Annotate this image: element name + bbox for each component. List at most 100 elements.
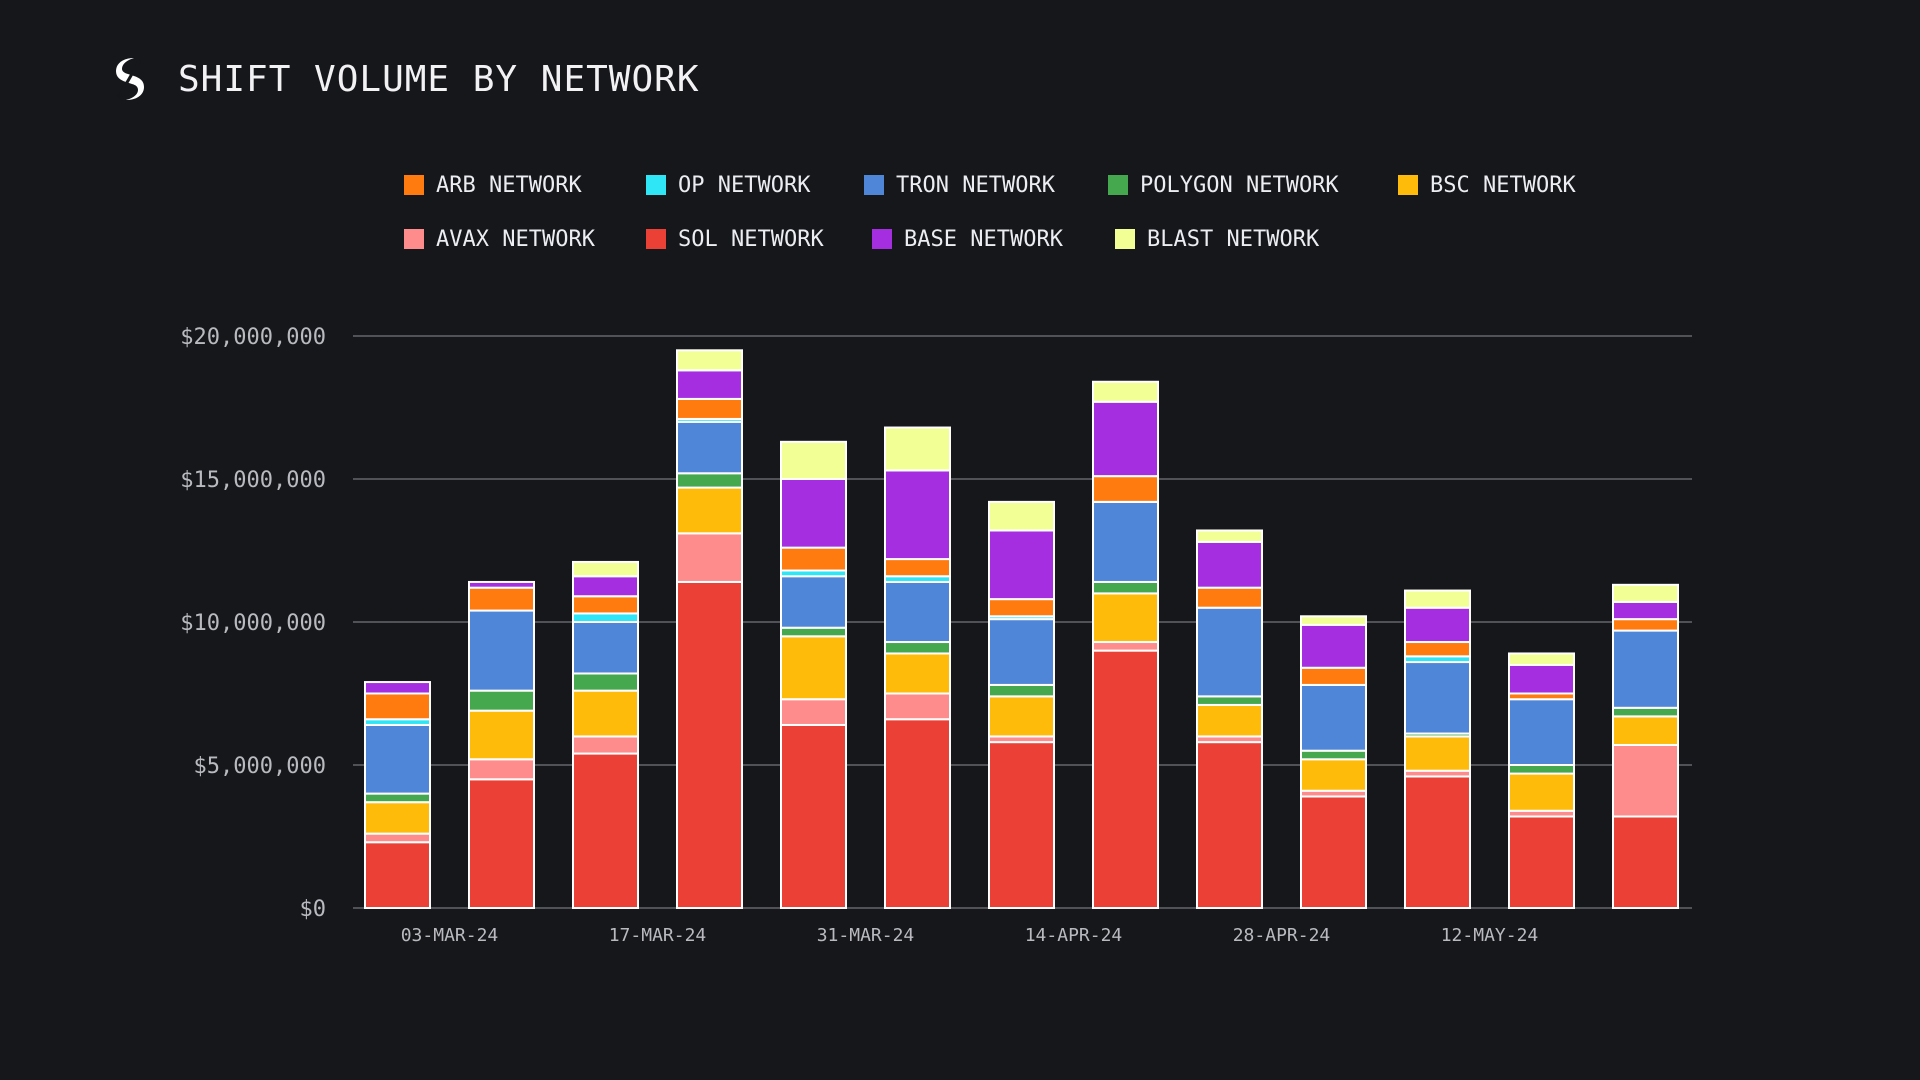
bar-segment-base-network[interactable] (1196, 540, 1263, 589)
legend-item-blast[interactable]: BLAST NETWORK (1115, 227, 1375, 252)
legend-item-bsc[interactable]: BSC NETWORK (1398, 173, 1598, 198)
bar-segment-blast-network[interactable] (676, 349, 743, 372)
bar-segment-base-network[interactable] (988, 529, 1055, 601)
bar-segment-bsc-network[interactable] (1404, 735, 1471, 772)
bar-segment-blast-network[interactable] (572, 560, 639, 578)
bar-segment-base-network[interactable] (1404, 606, 1471, 644)
bar-segment-blast-network[interactable] (1196, 529, 1263, 543)
bar-stack-9[interactable] (1300, 615, 1367, 910)
bar-segment-tron-network[interactable] (1612, 629, 1679, 709)
bar-segment-avax-network[interactable] (884, 692, 951, 721)
bar-segment-base-network[interactable] (780, 478, 847, 549)
bar-segment-sol-network[interactable] (364, 841, 431, 909)
bar-segment-sol-network[interactable] (1300, 795, 1367, 910)
legend-item-tron[interactable]: TRON NETWORK (864, 173, 1108, 198)
bar-segment-arb-network[interactable] (1196, 586, 1263, 609)
bar-segment-base-network[interactable] (1508, 663, 1575, 695)
bar-segment-sol-network[interactable] (1508, 815, 1575, 909)
bar-segment-tron-network[interactable] (468, 609, 535, 692)
bar-segment-sol-network[interactable] (1612, 815, 1679, 909)
bar-segment-avax-network[interactable] (572, 735, 639, 755)
bar-segment-base-network[interactable] (1300, 623, 1367, 669)
bar-segment-blast-network[interactable] (884, 426, 951, 472)
bar-stack-2[interactable] (572, 560, 639, 909)
bar-segment-tron-network[interactable] (676, 420, 743, 475)
bar-segment-bsc-network[interactable] (468, 709, 535, 761)
bar-segment-avax-network[interactable] (364, 832, 431, 844)
bar-segment-blast-network[interactable] (1092, 380, 1159, 403)
bar-segment-bsc-network[interactable] (988, 695, 1055, 738)
bar-segment-bsc-network[interactable] (1508, 772, 1575, 812)
bar-segment-tron-network[interactable] (1508, 698, 1575, 766)
bar-segment-polygon-network[interactable] (364, 792, 431, 804)
bar-segment-base-network[interactable] (1612, 600, 1679, 621)
bar-segment-arb-network[interactable] (1404, 641, 1471, 658)
bar-segment-avax-network[interactable] (1612, 743, 1679, 818)
bar-segment-sol-network[interactable] (780, 723, 847, 910)
bar-segment-base-network[interactable] (676, 369, 743, 400)
bar-segment-tron-network[interactable] (1404, 661, 1471, 735)
bar-segment-polygon-network[interactable] (1508, 764, 1575, 775)
bar-stack-1[interactable] (468, 580, 535, 909)
bar-segment-bsc-network[interactable] (676, 486, 743, 535)
bar-segment-base-network[interactable] (1092, 400, 1159, 478)
bar-segment-sol-network[interactable] (468, 778, 535, 909)
bar-segment-arb-network[interactable] (364, 692, 431, 721)
bar-segment-tron-network[interactable] (988, 618, 1055, 686)
bar-segment-tron-network[interactable] (780, 575, 847, 629)
bar-segment-base-network[interactable] (572, 575, 639, 598)
bar-segment-bsc-network[interactable] (572, 689, 639, 738)
bar-segment-sol-network[interactable] (988, 741, 1055, 909)
bar-segment-avax-network[interactable] (676, 532, 743, 583)
bar-stack-12[interactable] (1612, 583, 1679, 909)
bar-segment-polygon-network[interactable] (780, 626, 847, 638)
bar-stack-11[interactable] (1508, 652, 1575, 909)
bar-segment-tron-network[interactable] (364, 723, 431, 795)
bar-segment-avax-network[interactable] (780, 698, 847, 726)
bar-segment-blast-network[interactable] (1612, 583, 1679, 603)
bar-segment-bsc-network[interactable] (884, 652, 951, 695)
bar-segment-sol-network[interactable] (1196, 741, 1263, 909)
bar-segment-bsc-network[interactable] (364, 801, 431, 835)
legend-item-base[interactable]: BASE NETWORK (872, 227, 1115, 252)
bar-segment-blast-network[interactable] (1300, 615, 1367, 626)
legend-item-arb[interactable]: ARB NETWORK (404, 173, 646, 198)
bar-segment-tron-network[interactable] (884, 580, 951, 644)
bar-segment-op-network[interactable] (572, 612, 639, 623)
bar-segment-arb-network[interactable] (884, 558, 951, 578)
bar-segment-blast-network[interactable] (780, 440, 847, 481)
bar-stack-8[interactable] (1196, 529, 1263, 909)
bar-segment-arb-network[interactable] (468, 586, 535, 612)
bar-segment-bsc-network[interactable] (1092, 592, 1159, 644)
bar-segment-bsc-network[interactable] (1300, 758, 1367, 792)
bar-stack-3[interactable] (676, 349, 743, 910)
bar-segment-sol-network[interactable] (1404, 775, 1471, 909)
bar-segment-bsc-network[interactable] (780, 635, 847, 701)
bar-stack-10[interactable] (1404, 589, 1471, 909)
bar-segment-avax-network[interactable] (1092, 641, 1159, 652)
bar-stack-5[interactable] (884, 426, 951, 909)
bar-segment-polygon-network[interactable] (1612, 706, 1679, 718)
legend-item-avax[interactable]: AVAX NETWORK (404, 227, 646, 252)
bar-segment-arb-network[interactable] (988, 598, 1055, 618)
bar-stack-0[interactable] (364, 681, 431, 909)
bar-segment-tron-network[interactable] (1196, 606, 1263, 698)
legend-item-op[interactable]: OP NETWORK (646, 173, 864, 198)
bar-segment-blast-network[interactable] (988, 500, 1055, 532)
bar-stack-6[interactable] (988, 500, 1055, 909)
legend-item-sol[interactable]: SOL NETWORK (646, 227, 872, 252)
bar-stack-4[interactable] (780, 440, 847, 910)
bar-segment-polygon-network[interactable] (1092, 580, 1159, 595)
legend-item-polygon[interactable]: POLYGON NETWORK (1108, 173, 1398, 198)
bar-segment-blast-network[interactable] (1508, 652, 1575, 666)
bar-segment-blast-network[interactable] (1404, 589, 1471, 609)
bar-segment-sol-network[interactable] (572, 752, 639, 909)
bar-segment-base-network[interactable] (468, 580, 535, 589)
bar-segment-bsc-network[interactable] (1612, 715, 1679, 746)
bar-segment-polygon-network[interactable] (1196, 695, 1263, 706)
bar-segment-tron-network[interactable] (1300, 683, 1367, 752)
bar-segment-base-network[interactable] (364, 681, 431, 695)
bar-segment-bsc-network[interactable] (1196, 703, 1263, 738)
bar-segment-tron-network[interactable] (1092, 500, 1159, 583)
bar-segment-arb-network[interactable] (572, 595, 639, 615)
